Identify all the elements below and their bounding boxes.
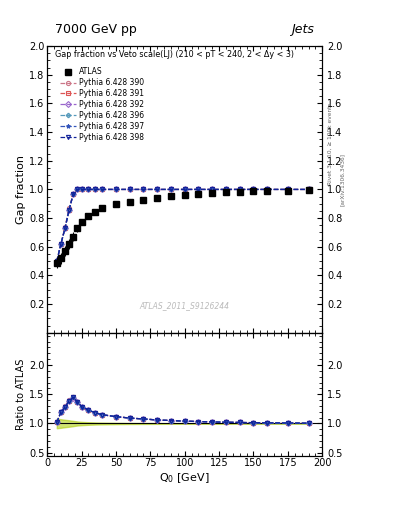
Text: ATLAS_2011_S9126244: ATLAS_2011_S9126244	[140, 301, 230, 310]
Text: Rivet 3.1.10, ≥ 100k events: Rivet 3.1.10, ≥ 100k events	[328, 102, 333, 185]
Y-axis label: Gap fraction: Gap fraction	[16, 155, 26, 224]
X-axis label: Q$_0$ [GeV]: Q$_0$ [GeV]	[160, 471, 210, 485]
Text: [arXiv:1306.3436]: [arXiv:1306.3436]	[340, 153, 345, 206]
Text: 7000 GeV pp: 7000 GeV pp	[55, 23, 137, 36]
Legend: ATLAS, Pythia 6.428 390, Pythia 6.428 391, Pythia 6.428 392, Pythia 6.428 396, P: ATLAS, Pythia 6.428 390, Pythia 6.428 39…	[57, 64, 148, 145]
Text: Jets: Jets	[292, 23, 314, 36]
Y-axis label: Ratio to ATLAS: Ratio to ATLAS	[16, 358, 26, 430]
Text: Gap fraction vs Veto scale(LJ) (210 < pT < 240, 2 < Δy < 3): Gap fraction vs Veto scale(LJ) (210 < pT…	[55, 50, 294, 59]
